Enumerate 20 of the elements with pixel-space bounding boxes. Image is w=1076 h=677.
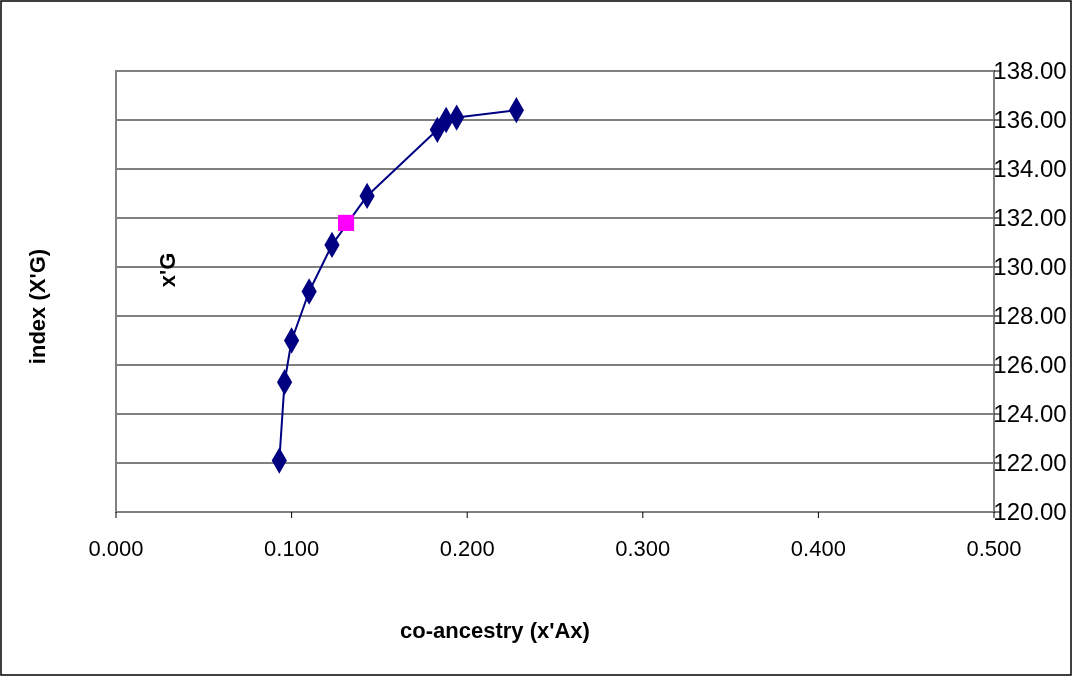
y-tick-label: 120.00 [993, 498, 1067, 526]
y-tick-label: 134.00 [993, 155, 1067, 183]
y-tick-label: 138.00 [993, 57, 1067, 85]
y-tick-label: 130.00 [993, 253, 1067, 281]
x-tick-label: 0.100 [264, 536, 320, 561]
x-tick-label: 0.500 [966, 536, 1022, 561]
x-tick-label: 0.200 [439, 536, 495, 561]
y-axis-title: index (X'G) [25, 248, 50, 365]
point [337, 214, 355, 231]
x-tick-label: 0.000 [88, 536, 144, 561]
y-tick-label: 132.00 [993, 204, 1067, 232]
x-tick-label: 0.400 [790, 536, 846, 561]
annotation: x'G [155, 252, 180, 288]
y-tick-label: 126.00 [993, 351, 1067, 379]
x-tick-label: 0.300 [615, 536, 671, 561]
x-axis-title: co-ancestry (x'Ax) [400, 618, 590, 643]
y-tick-label: 122.00 [993, 449, 1067, 477]
y-tick-label: 124.00 [993, 400, 1067, 428]
y-tick-label: 136.00 [993, 106, 1067, 134]
y-tick-label: 128.00 [993, 302, 1067, 330]
